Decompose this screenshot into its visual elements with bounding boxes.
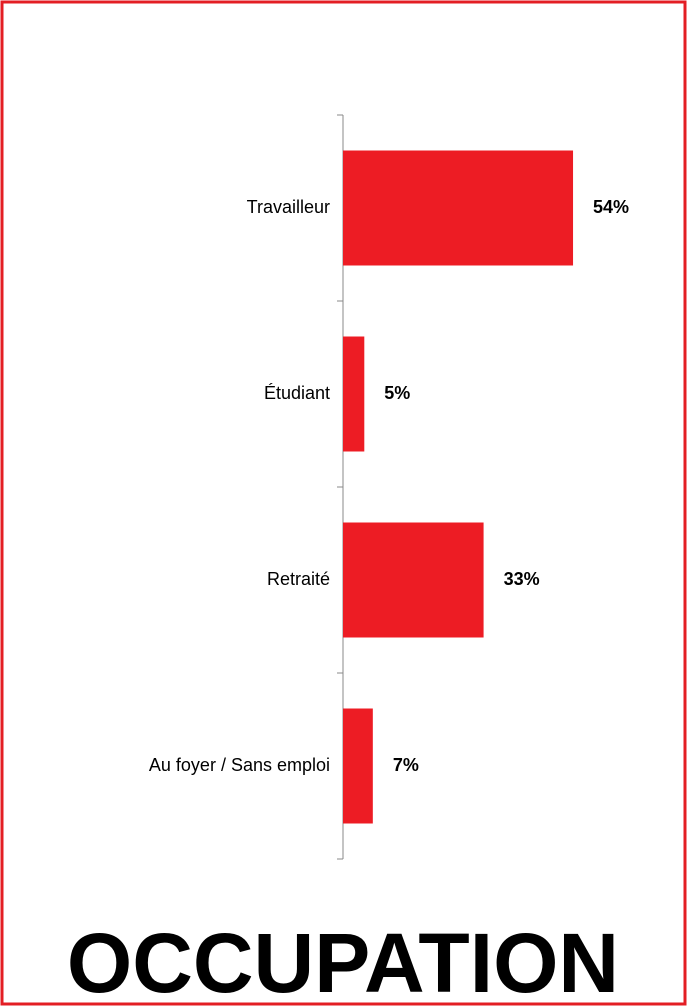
value-label: 33% [504, 569, 540, 589]
bar [343, 522, 484, 638]
category-label: Retraité [267, 569, 330, 589]
category-label: Travailleur [247, 197, 330, 217]
bar [343, 708, 373, 824]
value-label: 7% [393, 755, 419, 775]
category-label: Étudiant [264, 383, 330, 403]
bar [343, 150, 574, 266]
value-label: 5% [384, 383, 410, 403]
category-label: Au foyer / Sans emploi [149, 755, 330, 775]
value-label: 54% [593, 197, 629, 217]
chart-title: OCCUPATION [67, 916, 619, 1006]
bar [343, 336, 365, 452]
